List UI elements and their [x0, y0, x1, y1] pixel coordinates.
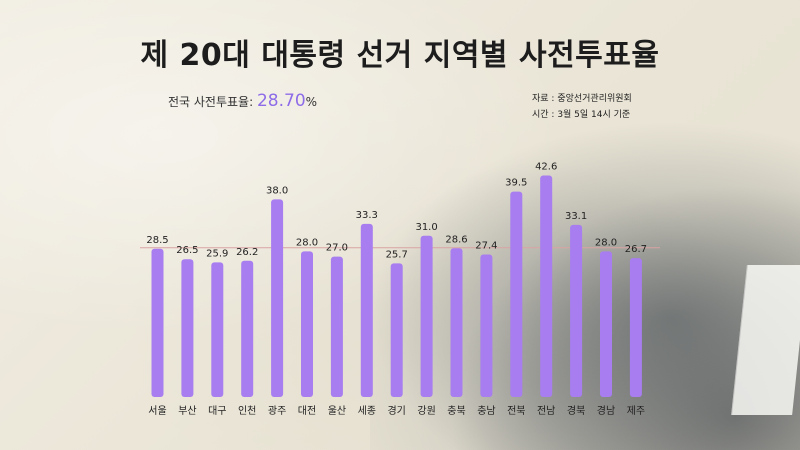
bar-2 — [211, 262, 224, 397]
source-info: 자료 : 중앙선거관리위원회 시간 : 3월 5일 14시 기준 — [532, 91, 632, 123]
bar-13 — [540, 175, 553, 397]
value-label-13: 42.6 — [535, 161, 557, 172]
value-label-15: 28.0 — [595, 237, 617, 248]
category-label-13: 전남 — [537, 405, 555, 417]
bar-12 — [510, 191, 523, 397]
bar-15 — [600, 251, 612, 397]
value-label-4: 38.0 — [266, 185, 288, 196]
bar-0 — [151, 248, 164, 397]
category-label-16: 제주 — [627, 405, 645, 417]
bar-4 — [271, 199, 284, 397]
category-label-3: 인천 — [238, 405, 256, 417]
category-label-8: 경기 — [387, 404, 405, 417]
value-label-5: 28.0 — [296, 237, 318, 248]
time-line: 시간 : 3월 5일 14시 기준 — [532, 110, 631, 120]
value-label-9: 31.0 — [415, 222, 437, 233]
category-label-0: 서울 — [148, 405, 166, 417]
bar-11 — [480, 254, 493, 397]
category-label-5: 대전 — [298, 405, 316, 417]
category-label-2: 대구 — [208, 405, 226, 417]
bars-layer — [151, 175, 642, 397]
category-label-9: 강원 — [417, 405, 435, 417]
category-label-12: 전북 — [507, 405, 525, 417]
bar-8 — [390, 263, 403, 397]
value-label-14: 33.1 — [565, 211, 587, 222]
value-label-8: 25.7 — [386, 249, 408, 260]
category-label-4: 광주 — [268, 405, 286, 417]
value-label-7: 33.3 — [356, 210, 378, 221]
value-label-2: 25.9 — [206, 248, 228, 259]
category-label-6: 울산 — [328, 405, 346, 417]
labels-layer: 28.5 서울 26.5 부산 25.9 대구 26.2 인천 38.0 광주 28.0 대전 27.0… — [146, 161, 647, 417]
bar-3 — [241, 260, 254, 397]
category-label-10: 충북 — [447, 405, 465, 417]
category-label-15: 경남 — [597, 404, 615, 417]
category-label-1: 부산 — [178, 405, 196, 417]
national-turnout-unit: % — [305, 95, 318, 109]
bar-10 — [450, 248, 463, 397]
chart-title: 제 20대 대통령 선거 지역별 사전투표율 — [140, 38, 660, 73]
background-photo — [370, 120, 800, 450]
category-label-11: 충남 — [477, 405, 495, 417]
value-label-0: 28.5 — [146, 235, 168, 246]
national-turnout-value: 28.70 — [256, 91, 306, 111]
bar-1 — [181, 259, 194, 397]
value-label-12: 39.5 — [505, 178, 527, 189]
national-turnout-label: 전국 사전투표율: — [168, 95, 254, 109]
value-label-10: 28.6 — [445, 234, 467, 245]
bar-14 — [570, 224, 583, 397]
source-line: 자료 : 중앙선거관리위원회 — [532, 94, 632, 104]
value-label-11: 27.4 — [475, 241, 497, 252]
value-label-1: 26.5 — [176, 245, 198, 256]
bar-6 — [330, 256, 343, 397]
value-label-16: 26.7 — [625, 244, 647, 255]
bar-9 — [420, 235, 433, 397]
value-label-3: 26.2 — [236, 247, 258, 258]
bar-16 — [629, 258, 642, 397]
category-label-14: 경북 — [567, 404, 585, 417]
value-label-6: 27.0 — [326, 243, 348, 254]
national-turnout: 전국 사전투표율: 28.70% — [168, 91, 317, 111]
bar-7 — [360, 223, 373, 397]
bar-5 — [301, 251, 313, 397]
category-label-7: 세종 — [358, 405, 376, 417]
